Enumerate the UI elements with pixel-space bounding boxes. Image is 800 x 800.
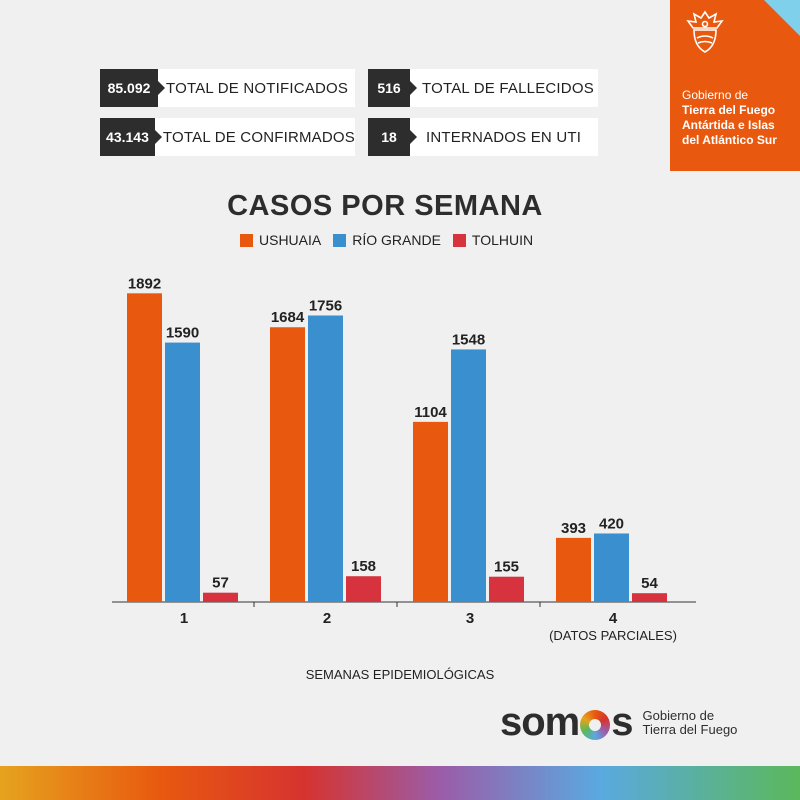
data-label: 155 [494,559,519,576]
chart-title: CASOS POR SEMANA [227,190,543,222]
bar [270,327,305,602]
gov-line: Antártida e Islas [682,118,775,132]
data-label: 158 [351,558,376,575]
bar [203,592,238,602]
bar [413,421,448,602]
brand-sub-line: Gobierno de [642,707,715,723]
bar [489,576,524,602]
color-stripe [0,766,800,800]
bar [451,349,486,602]
data-label: 420 [599,515,624,532]
brand-text: som [500,700,580,744]
x-tick-note: (DATOS PARCIALES) [549,628,677,643]
stat-value: 18 [368,118,410,156]
bar [594,533,629,602]
x-tick-label: 2 [323,610,331,627]
legend-item-rio-grande: RÍO GRANDE [333,232,441,248]
x-tick-label: 4 [609,610,618,627]
stat-value: 85.092 [100,69,158,107]
data-label: 1104 [414,404,447,421]
brand-text: s [611,700,633,744]
stat-label: INTERNADOS EN UTI [426,128,582,146]
brand-sub-line: Tierra del Fuego [642,721,738,737]
bar [165,342,200,602]
gov-line: del Atlántico Sur [682,133,777,147]
legend-swatch [452,233,466,247]
government-logo-box: Gobierno de Tierra del Fuego Antártida e… [670,0,800,171]
data-label: 393 [561,520,586,537]
legend-label: USHUAIA [259,232,322,248]
data-label: 1590 [166,325,199,342]
legend-label: TOLHUIN [471,232,534,248]
legend-item-tolhuin: TOLHUIN [452,232,534,248]
chart-legend: USHUAIA RÍO GRANDE TOLHUIN [240,232,545,248]
legend-item-ushuaia: USHUAIA [240,232,321,248]
data-label: 57 [212,575,229,592]
gov-line: Tierra del Fuego [682,103,776,117]
bar [308,315,343,602]
stat-label: TOTAL DE FALLECIDOS [422,79,594,97]
brand-o-icon [580,709,611,740]
corner-accent [764,0,800,36]
gov-line: Gobierno de [682,88,749,102]
stat-label: TOTAL DE CONFIRMADOS [162,128,355,146]
bar [632,593,667,602]
stat-uti: 18 INTERNADOS EN UTI [368,118,598,156]
x-axis-label: SEMANAS EPIDEMIOLÓGICAS [305,667,495,682]
brand-logo: som s [500,700,634,745]
data-label: 54 [641,575,658,592]
stat-confirmados: 43.143 TOTAL DE CONFIRMADOS [100,118,355,156]
data-label: 1892 [128,275,161,292]
x-tick-label: 3 [466,610,474,627]
data-label: 1684 [271,309,305,326]
x-tick-label: 1 [180,610,188,627]
legend-swatch [333,233,347,247]
stat-label: TOTAL DE NOTIFICADOS [166,79,349,97]
government-name: Gobierno de Tierra del Fuego Antártida e… [682,88,797,148]
bar [556,537,591,602]
coat-of-arms-icon [686,10,724,53]
legend-swatch [240,233,253,247]
somos-brand: som s Gobierno de Tierra del Fuego [500,700,737,745]
stat-fallecidos: 516 TOTAL DE FALLECIDOS [368,69,598,107]
legend-label: RÍO GRANDE [352,232,441,248]
brand-subtitle: Gobierno de Tierra del Fuego [642,707,738,737]
stat-notificados: 85.092 TOTAL DE NOTIFICADOS [100,69,355,107]
bar [346,576,381,602]
stat-value: 516 [368,69,410,107]
bar [127,293,162,602]
stat-value: 43.143 [100,118,155,156]
data-label: 1756 [309,297,342,314]
data-label: 1548 [452,331,485,348]
